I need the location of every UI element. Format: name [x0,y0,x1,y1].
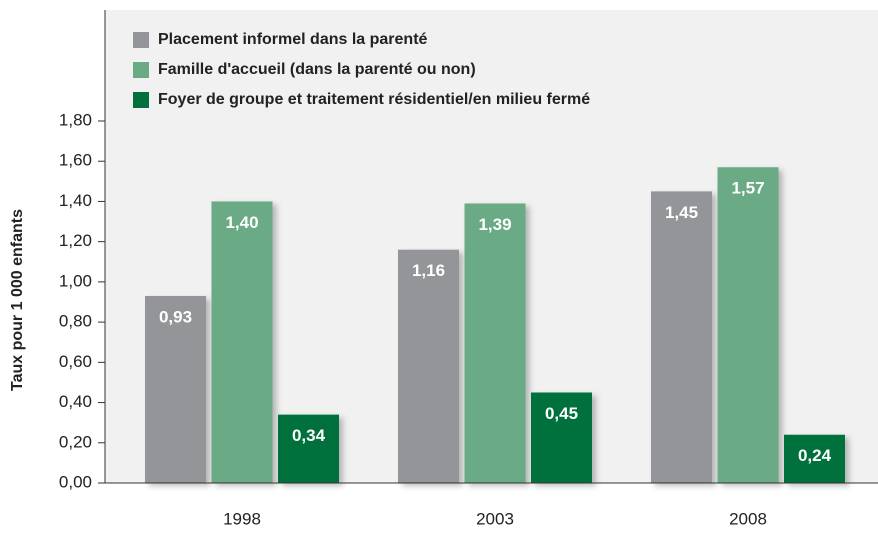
y-tick-label: 1,00 [59,271,92,290]
x-tick-label: 1998 [223,509,261,528]
y-tick-label: 1,40 [59,191,92,210]
bar [784,434,845,483]
legend-swatch [133,92,149,108]
value-label: 0,34 [292,426,326,445]
bar [278,414,339,483]
value-label: 1,45 [665,203,698,222]
legend-swatch [133,32,149,48]
y-tick-label: 0,20 [59,432,92,451]
bar [651,191,712,483]
y-tick-label: 1,60 [59,151,92,170]
value-label: 1,40 [225,213,258,232]
legend-label: Foyer de groupe et traitement résidentie… [158,91,590,108]
value-label: 1,39 [478,215,511,234]
value-label: 1,16 [412,261,445,280]
y-tick-label: 0,00 [59,472,92,491]
bar [464,203,526,483]
y-tick-label: 0,80 [59,312,92,331]
value-label: 0,45 [545,404,578,423]
value-label: 0,24 [798,446,832,465]
bar [531,392,592,483]
bar [398,249,459,483]
value-label: 1,57 [731,179,764,198]
legend-label: Famille d'accueil (dans la parenté ou no… [158,61,476,78]
x-tick-label: 2003 [476,509,514,528]
legend-label: Placement informel dans la parenté [158,31,428,48]
bar [145,295,206,483]
y-tick-label: 0,40 [59,392,92,411]
bar [717,167,779,483]
y-axis-label: Taux pour 1 000 enfants [9,209,26,391]
bar [211,201,273,483]
value-label: 0,93 [159,307,192,326]
y-tick-label: 1,20 [59,231,92,250]
x-tick-label: 2008 [729,509,767,528]
y-tick-label: 0,60 [59,352,92,371]
legend-swatch [133,62,149,78]
y-tick-label: 1,80 [59,110,92,129]
